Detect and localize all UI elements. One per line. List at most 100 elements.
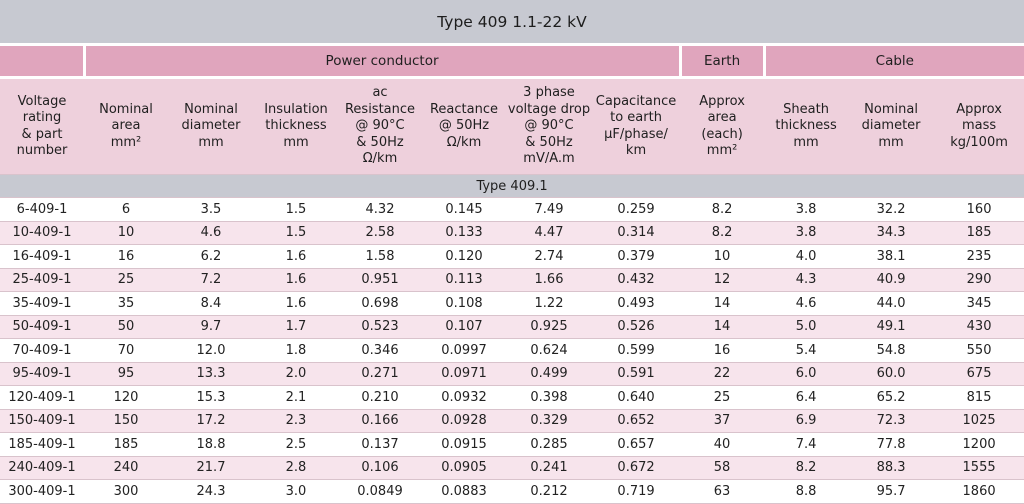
cell-earth-area: 10 — [680, 244, 765, 269]
cell-sheath-thickness: 4.3 — [764, 268, 849, 292]
cell-capacitance: 0.652 — [592, 409, 681, 433]
cell-insulation-thickness: 1.5 — [254, 221, 338, 245]
cell-approx-mass: 1555 — [934, 456, 1024, 480]
cell-cable-nominal-diameter: 77.8 — [848, 432, 935, 457]
column-header-nominal-diameter: Nominal diameter mm — [168, 77, 254, 175]
cell-voltage-rating-part-number: 95-409-1 — [0, 362, 84, 386]
cell-approx-mass: 235 — [934, 244, 1024, 269]
cell-reactance: 0.107 — [422, 315, 506, 339]
cell-sheath-thickness: 4.0 — [764, 244, 849, 269]
cell-reactance: 0.0932 — [422, 385, 506, 410]
table-row: 6-409-1 6 3.5 1.5 4.32 0.145 7.49 0.259 8.2 3.8 32… — [0, 197, 1024, 222]
cell-ac-resistance: 0.698 — [338, 291, 422, 316]
cell-earth-area: 37 — [680, 409, 765, 433]
cell-nominal-area: 240 — [84, 456, 168, 480]
cell-nominal-area: 50 — [84, 315, 168, 339]
table-row: 240-409-1 240 21.7 2.8 0.106 0.0905 0.241 0.672… — [0, 456, 1024, 480]
table-row: 120-409-1 120 15.3 2.1 0.210 0.0932 0.398 0.640… — [0, 385, 1024, 410]
cell-earth-area: 25 — [680, 385, 765, 410]
cell-voltage-rating-part-number: 10-409-1 — [0, 221, 84, 245]
cell-earth-area: 8.2 — [680, 221, 765, 245]
cell-nominal-diameter: 6.2 — [168, 244, 254, 269]
cell-capacitance: 0.640 — [592, 385, 681, 410]
cell-approx-mass: 1025 — [934, 409, 1024, 433]
cell-voltage-drop: 2.74 — [506, 244, 592, 269]
cell-cable-nominal-diameter: 40.9 — [848, 268, 935, 292]
table-row: 16-409-1 16 6.2 1.6 1.58 0.120 2.74 0.379 10 4.0 3… — [0, 244, 1024, 269]
cell-cable-nominal-diameter: 49.1 — [848, 315, 935, 339]
cell-cable-nominal-diameter: 72.3 — [848, 409, 935, 433]
cell-ac-resistance: 0.137 — [338, 432, 422, 457]
cell-nominal-area: 185 — [84, 432, 168, 457]
cell-nominal-area: 300 — [84, 479, 168, 504]
cell-nominal-diameter: 18.8 — [168, 432, 254, 457]
cell-sheath-thickness: 4.6 — [764, 291, 849, 316]
group-earth: Earth — [680, 46, 766, 79]
cell-voltage-rating-part-number: 25-409-1 — [0, 268, 84, 292]
cell-nominal-area: 25 — [84, 268, 168, 292]
cell-nominal-diameter: 15.3 — [168, 385, 254, 410]
cell-voltage-rating-part-number: 120-409-1 — [0, 385, 84, 410]
cell-nominal-area: 70 — [84, 338, 168, 363]
cell-approx-mass: 1200 — [934, 432, 1024, 457]
cell-cable-nominal-diameter: 60.0 — [848, 362, 935, 386]
cell-approx-mass: 430 — [934, 315, 1024, 339]
cell-sheath-thickness: 5.0 — [764, 315, 849, 339]
section-row: Type 409.1 — [0, 174, 1024, 198]
cell-voltage-drop: 0.624 — [506, 338, 592, 363]
cell-sheath-thickness: 8.8 — [764, 479, 849, 504]
table-row: 25-409-1 25 7.2 1.6 0.951 0.113 1.66 0.432 12 4.3… — [0, 268, 1024, 292]
cell-ac-resistance: 2.58 — [338, 221, 422, 245]
cell-nominal-diameter: 7.2 — [168, 268, 254, 292]
column-header-earth-area: Approx area (each) mm² — [680, 77, 765, 175]
column-header-approx-mass: Approx mass kg/100m — [934, 77, 1024, 175]
cell-sheath-thickness: 6.9 — [764, 409, 849, 433]
cell-approx-mass: 675 — [934, 362, 1024, 386]
cell-earth-area: 40 — [680, 432, 765, 457]
cell-nominal-area: 16 — [84, 244, 168, 269]
cell-nominal-diameter: 3.5 — [168, 197, 254, 222]
cell-cable-nominal-diameter: 44.0 — [848, 291, 935, 316]
cell-nominal-diameter: 8.4 — [168, 291, 254, 316]
cell-voltage-rating-part-number: 16-409-1 — [0, 244, 84, 269]
table-row: 35-409-1 35 8.4 1.6 0.698 0.108 1.22 0.493 14 4.6… — [0, 291, 1024, 316]
cell-voltage-drop: 7.49 — [506, 197, 592, 222]
cell-earth-area: 14 — [680, 315, 765, 339]
table-row: 50-409-1 50 9.7 1.7 0.523 0.107 0.925 0.526 14 5.… — [0, 315, 1024, 339]
cell-capacitance: 0.719 — [592, 479, 681, 504]
cell-reactance: 0.0883 — [422, 479, 506, 504]
cell-approx-mass: 185 — [934, 221, 1024, 245]
cell-capacitance: 0.432 — [592, 268, 681, 292]
cell-earth-area: 8.2 — [680, 197, 765, 222]
cell-nominal-diameter: 17.2 — [168, 409, 254, 433]
cell-reactance: 0.120 — [422, 244, 506, 269]
cell-insulation-thickness: 3.0 — [254, 479, 338, 504]
cell-insulation-thickness: 1.6 — [254, 244, 338, 269]
cell-cable-nominal-diameter: 65.2 — [848, 385, 935, 410]
cell-insulation-thickness: 2.5 — [254, 432, 338, 457]
cell-voltage-drop: 0.329 — [506, 409, 592, 433]
cell-reactance: 0.0971 — [422, 362, 506, 386]
cell-voltage-rating-part-number: 70-409-1 — [0, 338, 84, 363]
cell-insulation-thickness: 1.6 — [254, 268, 338, 292]
column-header-voltage-drop: 3 phase voltage drop @ 90°C & 50Hz mV/A.… — [506, 77, 592, 175]
cell-capacitance: 0.259 — [592, 197, 681, 222]
cell-nominal-area: 6 — [84, 197, 168, 222]
cell-insulation-thickness: 2.0 — [254, 362, 338, 386]
cell-ac-resistance: 0.166 — [338, 409, 422, 433]
cell-ac-resistance: 0.210 — [338, 385, 422, 410]
cell-reactance: 0.0905 — [422, 456, 506, 480]
cell-nominal-area: 95 — [84, 362, 168, 386]
cell-voltage-drop: 0.925 — [506, 315, 592, 339]
column-header-cable-nominal-diameter: Nominal diameter mm — [848, 77, 935, 175]
column-header-ac-resistance: ac Resistance @ 90°C & 50Hz Ω/km — [338, 77, 422, 175]
column-header-insulation-thickness: Insulation thickness mm — [254, 77, 338, 175]
cell-nominal-diameter: 21.7 — [168, 456, 254, 480]
table-row: 300-409-1 300 24.3 3.0 0.0849 0.0883 0.212 0.71… — [0, 479, 1024, 504]
cell-nominal-diameter: 4.6 — [168, 221, 254, 245]
cell-insulation-thickness: 1.8 — [254, 338, 338, 363]
cell-voltage-rating-part-number: 6-409-1 — [0, 197, 84, 222]
column-header-sheath-thickness: Sheath thickness mm — [764, 77, 849, 175]
cell-earth-area: 12 — [680, 268, 765, 292]
cell-capacitance: 0.526 — [592, 315, 681, 339]
